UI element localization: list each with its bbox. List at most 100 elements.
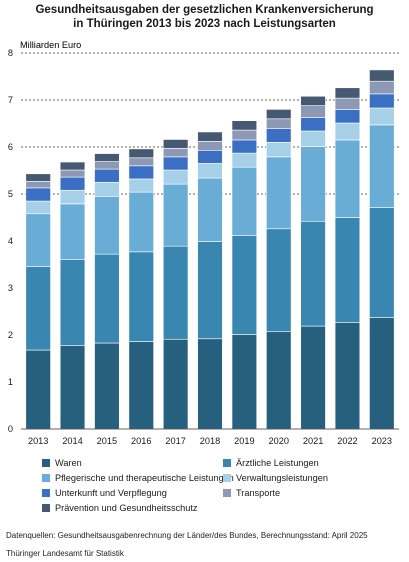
bar-segment-2022-1 (334, 322, 361, 430)
x-tick-label: 2023 (372, 436, 392, 446)
bar-segment-2018-6 (197, 141, 223, 151)
legend-item: Transporte (223, 488, 280, 498)
bar-segment-2019-6 (231, 129, 258, 141)
bar-segment-2016-5 (128, 165, 154, 180)
publisher: Thüringer Landesamt für Statistik (6, 549, 124, 558)
bar-segment-2016-7 (128, 148, 154, 159)
bar-segment-2018-1 (197, 338, 223, 430)
bar-segment-2018-4 (197, 163, 223, 179)
bar-stack-2018 (197, 131, 223, 430)
x-axis-ticks: 2013 2014 2015 2016 2017 2018 2019 2020 2021 2022… (28, 436, 392, 446)
legend-item: Verwaltungsleistungen (223, 473, 328, 483)
bar-segment-2019-2 (231, 235, 258, 335)
bar-segment-2020-7 (266, 109, 292, 120)
legend-swatch (42, 459, 50, 467)
bar-segment-2018-3 (197, 177, 223, 242)
bar-segment-2015-3 (94, 196, 120, 255)
data-source: Datenquellen: Gesundheitsausgabenrechnun… (6, 531, 368, 540)
legend-item: Prävention und Gesundheitsschutz (42, 503, 198, 513)
bar-stack-2017 (162, 139, 189, 430)
bar-segment-2021-2 (300, 220, 326, 327)
bar-segment-2020-3 (266, 156, 292, 230)
x-tick-label: 2021 (303, 436, 323, 446)
bar-segment-2015-5 (94, 168, 120, 183)
bar-segment-2022-2 (334, 217, 361, 323)
bar-segment-2017-6 (162, 148, 189, 158)
bar-segment-2023-2 (369, 207, 395, 318)
bar-segment-2015-2 (94, 253, 120, 344)
bar-segment-2022-4 (334, 122, 361, 141)
bar-segment-2013-3 (25, 213, 51, 267)
bar-segment-2015-4 (94, 181, 120, 197)
legend-label: Unterkunft und Verpflegung (55, 488, 167, 498)
bar-segment-2023-6 (369, 80, 395, 95)
bar-segment-2019-3 (231, 166, 258, 236)
bar-segment-2017-1 (162, 338, 189, 430)
bar-segment-2014-6 (59, 169, 86, 178)
bar-stack-2016 (128, 148, 154, 430)
bar-segment-2021-7 (300, 95, 326, 106)
bar-segment-2017-4 (162, 169, 189, 185)
bar-segment-2022-3 (334, 139, 361, 218)
legend-item: Waren (42, 458, 82, 468)
legend-label: Transporte (236, 488, 281, 498)
bar-stack-2021 (300, 95, 326, 430)
bar-segment-2015-6 (94, 161, 120, 170)
x-tick-label: 2022 (337, 436, 357, 446)
chart-title-line-1: Gesundheitsausgaben der gesetzlichen Kra… (35, 4, 374, 16)
legend-label: Ärztliche Leistungen (236, 458, 319, 468)
bar-segment-2023-1 (369, 317, 395, 430)
legend-swatch (223, 474, 231, 482)
legend-item: Ärztliche Leistungen (223, 458, 319, 468)
bar-segment-2016-2 (128, 251, 154, 342)
x-tick-label: 2014 (62, 436, 82, 446)
bar-stack-2015 (94, 153, 120, 430)
legend-item: Pflegerische und therapeutische Leistung… (42, 473, 234, 483)
bar-stack-2019 (231, 120, 258, 430)
bar-segment-2022-6 (334, 97, 361, 110)
bar-segment-2014-5 (59, 176, 86, 191)
bar-segment-2019-1 (231, 334, 258, 430)
bar-segment-2015-7 (94, 153, 120, 162)
bar-segment-2017-3 (162, 183, 189, 247)
bar-segment-2020-1 (266, 331, 292, 430)
bar-stack-2014 (59, 161, 86, 430)
bar-segment-2016-1 (128, 341, 154, 430)
bar-segment-2016-3 (128, 191, 154, 253)
y-tick-label: 6 (8, 142, 13, 152)
bar-segment-2018-2 (197, 241, 223, 340)
legend-swatch (42, 504, 50, 512)
bar-segment-2022-7 (334, 87, 361, 99)
legend-label: Verwaltungsleistungen (236, 473, 328, 483)
bar-segment-2018-7 (197, 131, 223, 142)
chart-title-line-2: in Thüringen 2013 bis 2023 nach Leistung… (73, 18, 336, 30)
bar-segment-2013-2 (25, 266, 51, 351)
legend-label: Waren (55, 458, 82, 468)
bar-segment-2021-4 (300, 130, 326, 147)
x-tick-label: 2018 (200, 436, 220, 446)
bar-segment-2023-7 (369, 69, 395, 82)
bar-segment-2013-5 (25, 187, 51, 202)
bar-stack-2013 (25, 173, 51, 430)
legend-label: Prävention und Gesundheitsschutz (55, 503, 198, 513)
y-tick-label: 2 (8, 330, 13, 340)
bar-segment-2019-4 (231, 152, 258, 168)
bar-segment-2018-5 (197, 149, 223, 164)
legend-swatch (42, 474, 50, 482)
bar-segment-2013-6 (25, 181, 51, 189)
bar-segment-2014-4 (59, 189, 86, 205)
bar-segment-2020-5 (266, 128, 292, 143)
y-tick-label: 1 (8, 377, 13, 387)
bar-segment-2014-3 (59, 203, 86, 260)
x-tick-label: 2013 (28, 436, 48, 446)
bar-segment-2019-7 (231, 120, 258, 131)
y-tick-label: 5 (8, 189, 13, 199)
bar-segment-2017-2 (162, 245, 189, 340)
bar-segment-2020-6 (266, 118, 292, 129)
bar-stack-2020 (266, 109, 292, 430)
legend-swatch (223, 459, 231, 467)
bar-segment-2022-5 (334, 109, 361, 124)
x-tick-label: 2019 (234, 436, 254, 446)
bar-segment-2023-5 (369, 93, 395, 109)
